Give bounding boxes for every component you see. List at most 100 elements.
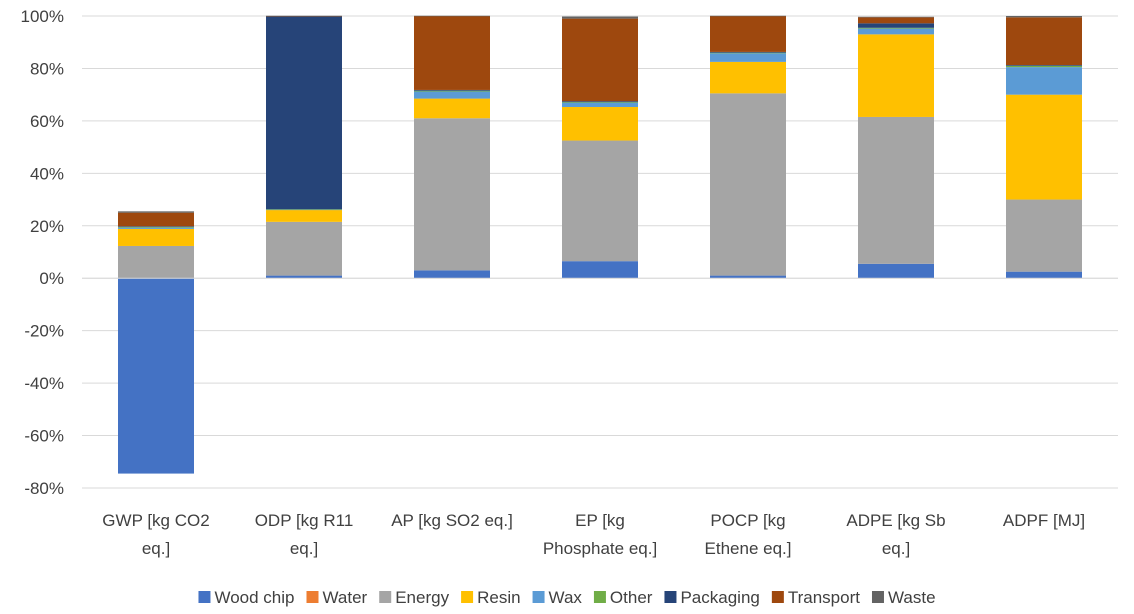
legend-item: Water bbox=[306, 588, 368, 607]
bar-segment bbox=[710, 275, 786, 279]
legend-item: Energy bbox=[379, 588, 450, 607]
bar-segment bbox=[414, 15, 490, 17]
bar-segment bbox=[118, 245, 194, 279]
legend-swatch bbox=[379, 591, 392, 603]
bar-segment bbox=[118, 226, 194, 228]
y-tick-label: -80% bbox=[24, 479, 64, 498]
bar-segment bbox=[858, 17, 934, 24]
bar-segment bbox=[1006, 65, 1082, 68]
y-tick-label: -20% bbox=[24, 322, 64, 341]
bar-segment bbox=[858, 116, 934, 264]
legend-swatch bbox=[532, 591, 545, 603]
legend-label: Transport bbox=[788, 588, 860, 607]
x-axis: GWP [kg CO2 eq.] ODP [kg R11 eq.] AP [kg SO2… bbox=[102, 511, 1085, 558]
bar-segment bbox=[562, 16, 638, 19]
category-label: GWP [kg CO2 eq.] bbox=[102, 511, 209, 558]
legend-label: Water bbox=[322, 588, 367, 607]
bar-segment bbox=[710, 93, 786, 276]
legend-label: Energy bbox=[395, 588, 449, 607]
y-axis: -80% -60% -40% -20% 0% 20% 40% 60% 80% 100% bbox=[21, 7, 64, 498]
bar-segment bbox=[562, 102, 638, 107]
bar-segment bbox=[1006, 67, 1082, 95]
bar-segment bbox=[414, 118, 490, 271]
bar-segment bbox=[858, 23, 934, 28]
bar-segment bbox=[1006, 199, 1082, 272]
bar-segment bbox=[414, 91, 490, 99]
bar-segment bbox=[266, 275, 342, 279]
bar-segment bbox=[266, 210, 342, 222]
bar-segment bbox=[710, 61, 786, 94]
category-label: AP [kg SO2 eq.] bbox=[391, 511, 513, 530]
bar-segment bbox=[562, 261, 638, 279]
category-label: ADPE [kg Sb eq.] bbox=[846, 511, 945, 558]
bar-segment bbox=[266, 16, 342, 210]
bar-segment bbox=[414, 270, 490, 279]
legend-label: Other bbox=[610, 588, 653, 607]
legend-label: Waste bbox=[888, 588, 936, 607]
bar-segment bbox=[414, 90, 490, 92]
bar-segment bbox=[858, 28, 934, 35]
bar-segment bbox=[266, 209, 342, 210]
bar-segment bbox=[710, 52, 786, 54]
legend-swatch bbox=[771, 591, 784, 603]
legend-swatch bbox=[306, 591, 319, 603]
bar-segment bbox=[414, 98, 490, 119]
category-label: EP [kg Phosphate eq.] bbox=[543, 511, 657, 558]
bar-segment bbox=[562, 102, 638, 103]
legend: Wood chip Water Energy Resin Wax Other Packagi… bbox=[198, 588, 936, 607]
bar-segment bbox=[1006, 17, 1082, 66]
category-label: POCP [kg Ethene eq.] bbox=[705, 511, 792, 558]
bar-segment bbox=[266, 15, 342, 17]
y-tick-label: -60% bbox=[24, 427, 64, 446]
bar-segment bbox=[414, 89, 490, 91]
bar-segment bbox=[118, 212, 194, 227]
bar-segment bbox=[1006, 65, 1082, 66]
bar-segment bbox=[858, 16, 934, 18]
bar-segment bbox=[710, 16, 786, 52]
y-tick-label: -40% bbox=[24, 374, 64, 393]
bar-segment bbox=[414, 16, 490, 90]
bar-segment bbox=[710, 53, 786, 62]
bar-segment bbox=[562, 106, 638, 141]
bar-segment bbox=[562, 18, 638, 102]
y-tick-label: 0% bbox=[39, 269, 64, 288]
category-label: ADPF [MJ] bbox=[1003, 511, 1085, 530]
y-tick-label: 20% bbox=[30, 217, 64, 236]
legend-item: Other bbox=[593, 588, 653, 607]
legend-swatch bbox=[198, 591, 211, 603]
bar-segment bbox=[118, 226, 194, 227]
bar-segment bbox=[1006, 271, 1082, 279]
legend-item: Waste bbox=[871, 588, 936, 607]
bar-segment bbox=[266, 221, 342, 276]
legend-label: Resin bbox=[477, 588, 520, 607]
legend-label: Packaging bbox=[680, 588, 759, 607]
bar-segment bbox=[858, 27, 934, 29]
y-tick-label: 80% bbox=[30, 59, 64, 78]
bar-segment bbox=[858, 34, 934, 117]
bar-segment bbox=[118, 228, 194, 246]
legend-item: Packaging bbox=[664, 588, 760, 607]
bar-segment bbox=[118, 211, 194, 213]
legend-swatch bbox=[593, 591, 606, 603]
bar-segment bbox=[562, 140, 638, 262]
bar-segment bbox=[858, 263, 934, 279]
bar-segment bbox=[710, 15, 786, 17]
legend-item: Transport bbox=[771, 588, 860, 607]
bar-segment bbox=[118, 227, 194, 229]
legend-label: Wax bbox=[549, 588, 583, 607]
legend-item: Wax bbox=[532, 588, 583, 607]
bar-segment bbox=[710, 51, 786, 53]
category-label: ODP [kg R11 eq.] bbox=[255, 511, 354, 558]
y-tick-label: 40% bbox=[30, 164, 64, 183]
y-tick-label: 60% bbox=[30, 112, 64, 131]
legend-item: Resin bbox=[461, 588, 521, 607]
bar-segment bbox=[562, 101, 638, 103]
y-tick-label: 100% bbox=[21, 7, 64, 26]
bar-segment bbox=[1006, 94, 1082, 200]
legend-swatch bbox=[871, 591, 884, 603]
legend-item: Wood chip bbox=[198, 588, 294, 607]
bar-segment bbox=[1006, 16, 1082, 18]
legend-swatch bbox=[461, 591, 474, 603]
legend-label: Wood chip bbox=[214, 588, 294, 607]
